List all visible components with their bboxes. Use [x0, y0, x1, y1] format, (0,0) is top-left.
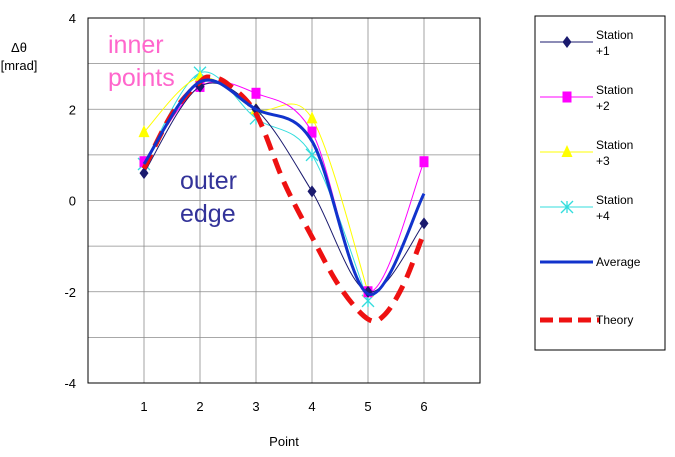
legend-label-station-4-line2: +4: [596, 209, 610, 223]
marker-triangle: [138, 125, 150, 138]
legend: Station +1 Station +2 Station +3 Station +4 Aver…: [534, 15, 666, 351]
marker-square: [251, 87, 261, 99]
axis-titles: Point Δθ [mrad]: [1, 40, 300, 449]
annotations: inner points outer edge: [108, 31, 237, 228]
x-tick-label: 5: [364, 399, 371, 414]
y-tick-label: -2: [64, 285, 76, 300]
marker-square: [307, 126, 317, 138]
marker-diamond: [307, 185, 317, 198]
y-tick-label: 0: [69, 194, 76, 209]
annotation-label: points: [108, 64, 175, 92]
x-tick-label: 1: [140, 399, 147, 414]
marker-triangle: [561, 145, 573, 157]
legend-label-station-2-line2: +2: [596, 99, 610, 113]
series-layer: [137, 66, 429, 324]
annotation-label: inner: [108, 31, 164, 59]
marker-asterisk: [560, 200, 574, 214]
plot-border: [87, 17, 481, 384]
y-tick-label: -4: [64, 376, 76, 391]
marker-triangle: [306, 111, 318, 124]
legend-label-station-1-line2: +1: [596, 44, 610, 58]
tick-labels: 1 2 3 4 5 6 4 2 0 -2 -4: [64, 11, 427, 414]
x-axis-label: Point: [269, 434, 299, 449]
legend-label-station-1: Station: [596, 28, 633, 42]
legend-label-station-3: Station: [596, 138, 633, 152]
y-tick-label: 2: [69, 102, 76, 117]
legend-label-theory: Theory: [596, 313, 633, 327]
annotation-label: outer: [180, 167, 237, 195]
series-line-average: [142, 78, 426, 296]
x-tick-label: 4: [308, 399, 315, 414]
x-tick-label: 2: [196, 399, 203, 414]
y-axis-label: Δθ: [11, 40, 27, 55]
marker-diamond: [139, 167, 149, 180]
legend-label-average: Average: [596, 255, 641, 269]
marker-square: [419, 156, 429, 168]
legend-label-station-2: Station: [596, 83, 633, 97]
grid: [88, 18, 480, 383]
x-tick-label: 6: [420, 399, 427, 414]
legend-label-station-4: Station: [596, 193, 633, 207]
series-line-station-1: [143, 82, 425, 293]
annotation-label: edge: [180, 200, 236, 228]
y-tick-label: 4: [69, 11, 76, 26]
marker-square: [562, 91, 572, 103]
marker-diamond: [419, 217, 429, 230]
x-tick-label: 3: [252, 399, 259, 414]
legend-box: [534, 15, 666, 351]
y-axis-unit: [mrad]: [1, 58, 38, 73]
legend-label-station-3-line2: +3: [596, 154, 610, 168]
series-line-station-3: [143, 76, 369, 292]
marker-diamond: [562, 36, 572, 48]
